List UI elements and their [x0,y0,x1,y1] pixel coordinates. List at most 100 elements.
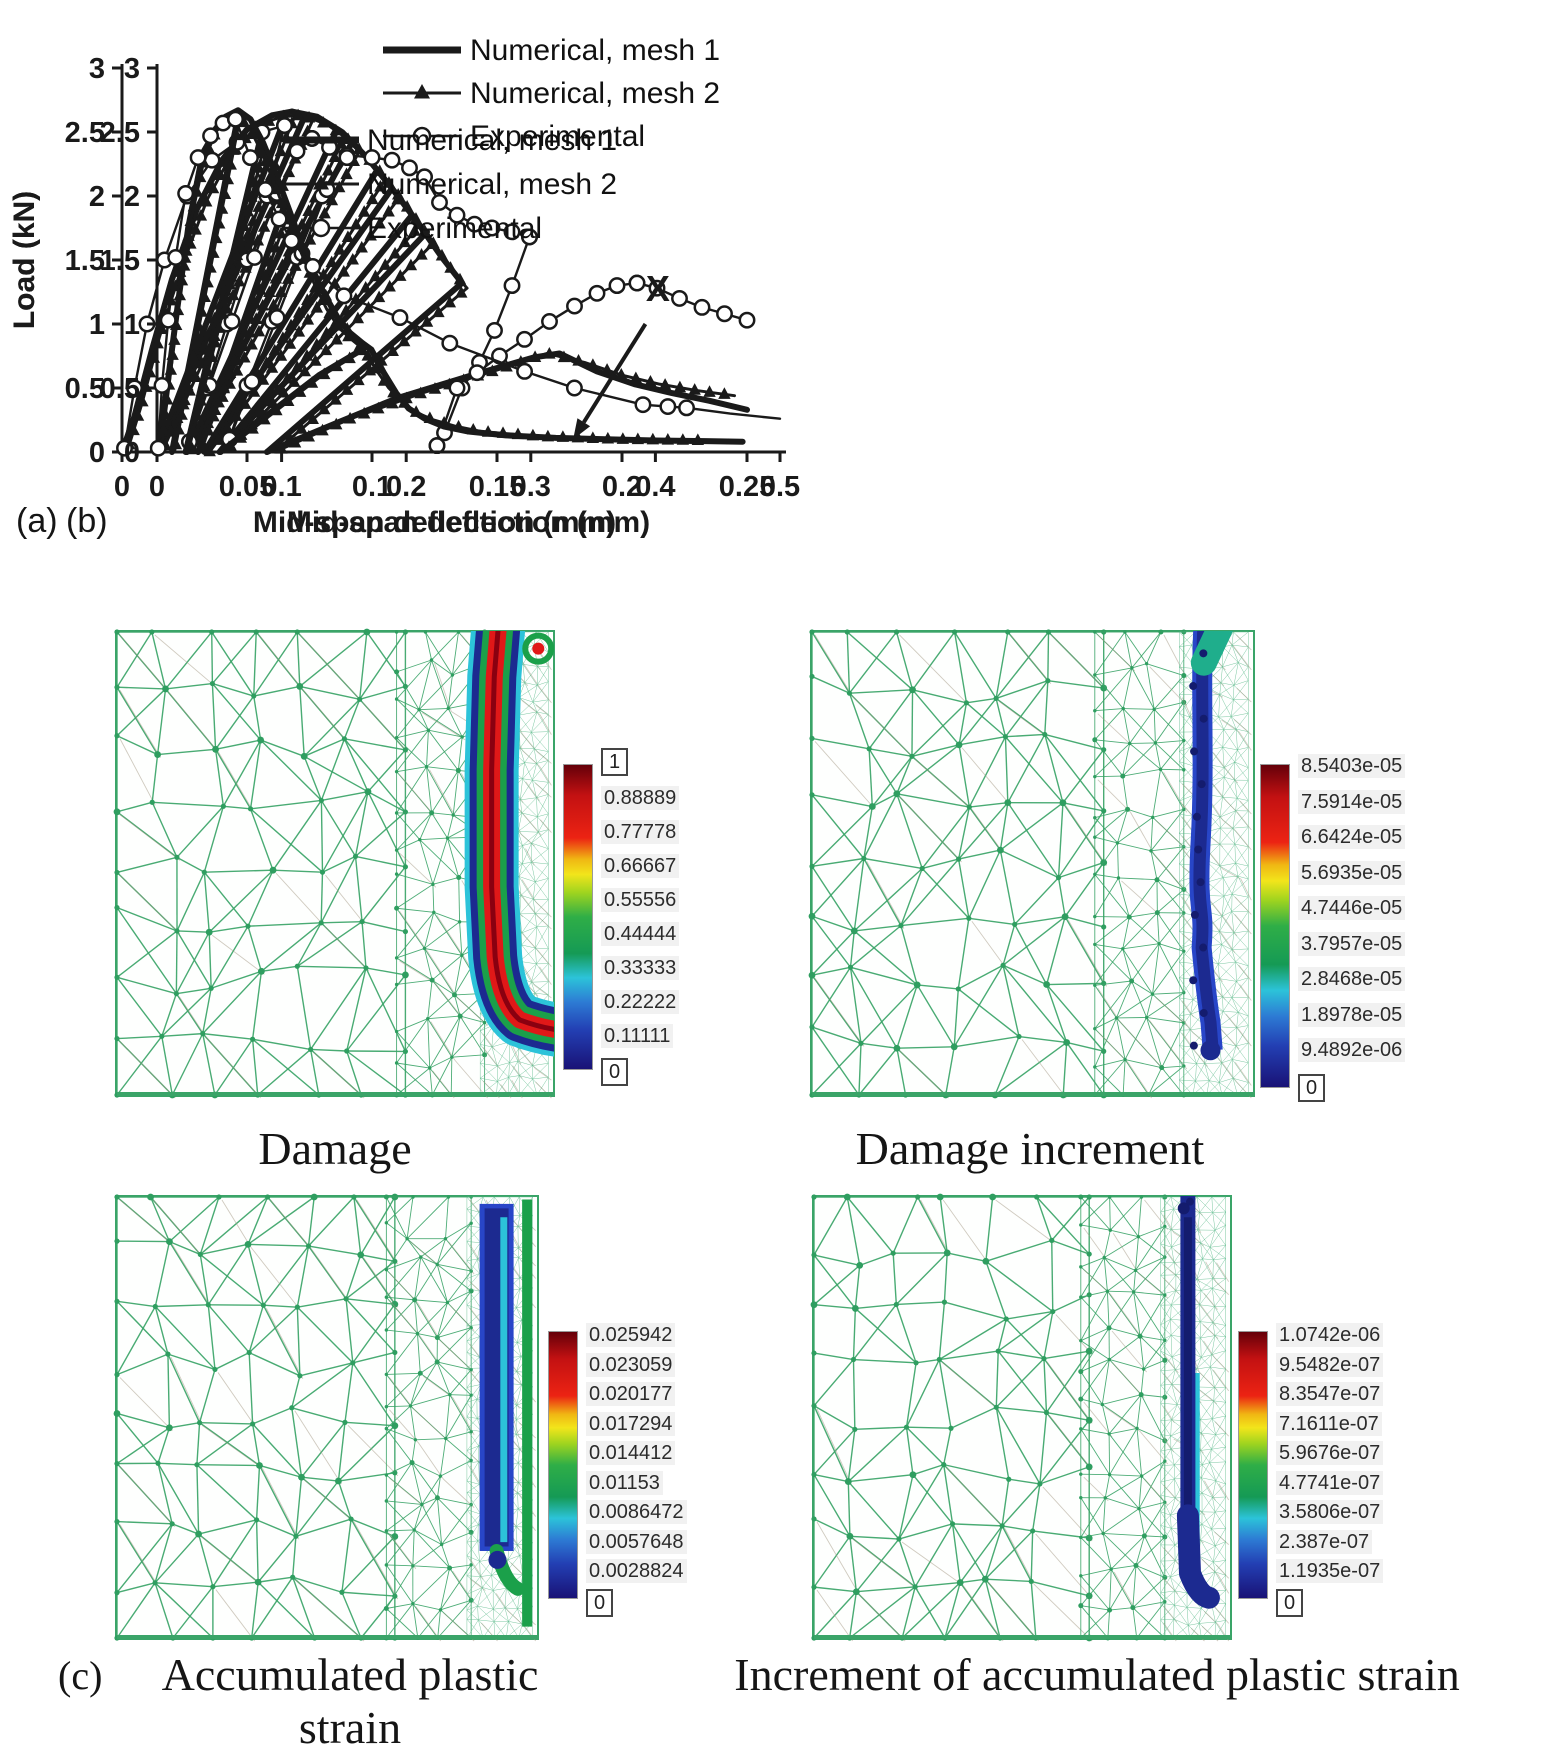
legend-item-label: Numerical, mesh 2 [367,168,617,201]
triangle-marker [184,214,196,226]
triangle-marker [176,274,188,286]
series-line-experimental [687,408,780,419]
colorbar-label: 9.4892e-06 [1298,1038,1405,1062]
colorbar-label: 4.7741e-07 [1276,1471,1383,1495]
fem-mesh-increment-accumulated-plastic-strain [812,1195,1232,1640]
circle-marker [284,234,298,248]
x-tick-label: 0.5 [760,471,800,503]
circle-marker [337,289,351,303]
circle-marker [272,212,286,226]
colorbar-label: 0.014412 [586,1441,675,1465]
colorbar-label: 4.7446e-05 [1298,896,1405,920]
legend-item-label: Numerical, mesh 1 [367,124,617,157]
colorbar-gradient [563,764,593,1070]
triangle-marker [172,304,184,316]
mesh-panel-increment-accumulated-plastic-strain: 1.0742e-06 9.5482e-07 8.3547e-07 7.1611e-07… [812,1195,1546,1645]
caption-accumulated-plastic-strain: Accumulated plastic strain [130,1648,570,1754]
triangle-marker [174,289,186,301]
colorbar-label: 0.11111 [601,1024,673,1048]
colorbar-label: 0.01153 [586,1471,663,1495]
colorbar-label: 5.6935e-05 [1298,861,1405,885]
circle-marker [191,150,205,164]
triangle-marker [168,333,180,345]
circle-marker [661,399,675,413]
colorbar-labels: 1.0742e-06 9.5482e-07 8.3547e-07 7.1611e-07… [1276,1323,1383,1617]
circle-marker [679,401,693,415]
legend-circle-marker [313,220,329,236]
caption-damage-increment: Damage increment [800,1122,1260,1175]
x-axis-title: Mid-span deflection (mm) [287,506,650,539]
colorbar-boxed-value: 0 [601,1058,628,1086]
x-tick-label: 0.2 [386,471,426,503]
x-tick-label: 0.3 [511,471,551,503]
colorbar-label: 0.77778 [601,820,679,844]
circle-marker [243,150,257,164]
legend-item-label: Experimental [367,212,542,245]
colorbar-label: 0.0028824 [586,1559,687,1583]
circle-marker [161,313,175,327]
colorbar-gradient [1260,764,1290,1088]
colorbar-boxed-value: 0 [1276,1589,1303,1617]
mesh-panel-accumulated-plastic-strain: 0.025942 0.023059 0.020177 0.017294 0.014412… [115,1195,815,1645]
y-tick-label: 1.5 [100,245,140,277]
circle-marker [203,129,217,143]
x-tick-label: 0.1 [261,471,301,503]
colorbar-label: 1.0742e-06 [1276,1323,1383,1347]
circle-marker [517,364,531,378]
circle-marker [155,378,169,392]
figure-label-c: (c) [58,1652,102,1699]
x-tick-label: 0 [149,471,165,503]
caption-damage: Damage [115,1122,555,1175]
colorbar-label: 1.1935e-07 [1276,1559,1383,1583]
colorbar-label: 7.1611e-07 [1276,1412,1382,1436]
colorbar-label: 0.017294 [586,1412,675,1436]
colorbar-label: 0.88889 [601,786,679,810]
x-tick-label: 0.4 [635,471,675,503]
legend-triangle-marker [313,175,329,190]
colorbar-boxed-value: 0 [586,1589,613,1617]
series-line-numerical-mesh-2 [364,350,705,441]
circle-marker [567,381,581,395]
colorbar-label: 0.025942 [586,1323,675,1347]
colorbar-label: 0.0057648 [586,1530,687,1554]
y-axis-title: Load (kN) [8,191,41,329]
colorbar-boxed-value: 0 [1298,1074,1325,1102]
colorbar-label: 0.020177 [586,1382,675,1406]
annotation-x-label: X [646,268,670,309]
circle-marker [393,310,407,324]
circle-marker [443,336,457,350]
colorbar-gradient [548,1331,578,1599]
series-line-numerical-mesh-2 [223,350,364,452]
colorbar-label: 2.8468e-05 [1298,967,1405,991]
y-tick-label: 1 [124,309,140,341]
colorbar-label: 2.387e-07 [1276,1530,1372,1554]
colorbar-label: 7.5914e-05 [1298,790,1405,814]
colorbar-boxed-value: 1 [601,748,628,776]
colorbar-accumulated-plastic-strain: 0.025942 0.023059 0.020177 0.017294 0.014412… [548,1323,748,1617]
y-tick-label: 3 [124,53,140,85]
colorbar-label: 6.6424e-05 [1298,825,1405,849]
circle-marker [228,112,242,126]
colorbar-label: 8.3547e-07 [1276,1382,1383,1406]
colorbar-label: 0.66667 [601,854,679,878]
colorbar-increment-accumulated-plastic-strain: 1.0742e-06 9.5482e-07 8.3547e-07 7.1611e-07… [1238,1323,1438,1617]
colorbar-label: 0.023059 [586,1353,675,1377]
colorbar-label: 9.5482e-07 [1276,1353,1383,1377]
circle-marker [306,259,320,273]
panel-letter: (b) [66,502,108,540]
colorbar-label: 0.22222 [601,990,679,1014]
colorbar-label: 3.7957e-05 [1298,932,1405,956]
y-tick-label: 2.5 [100,117,140,149]
circle-marker [178,186,192,200]
colorbar-labels: 0.025942 0.023059 0.020177 0.017294 0.014412… [586,1323,687,1617]
triangle-marker [182,229,194,241]
fem-mesh-damage [115,630,555,1097]
fem-mesh-accumulated-plastic-strain [115,1195,539,1640]
colorbar-label: 0.33333 [601,956,679,980]
